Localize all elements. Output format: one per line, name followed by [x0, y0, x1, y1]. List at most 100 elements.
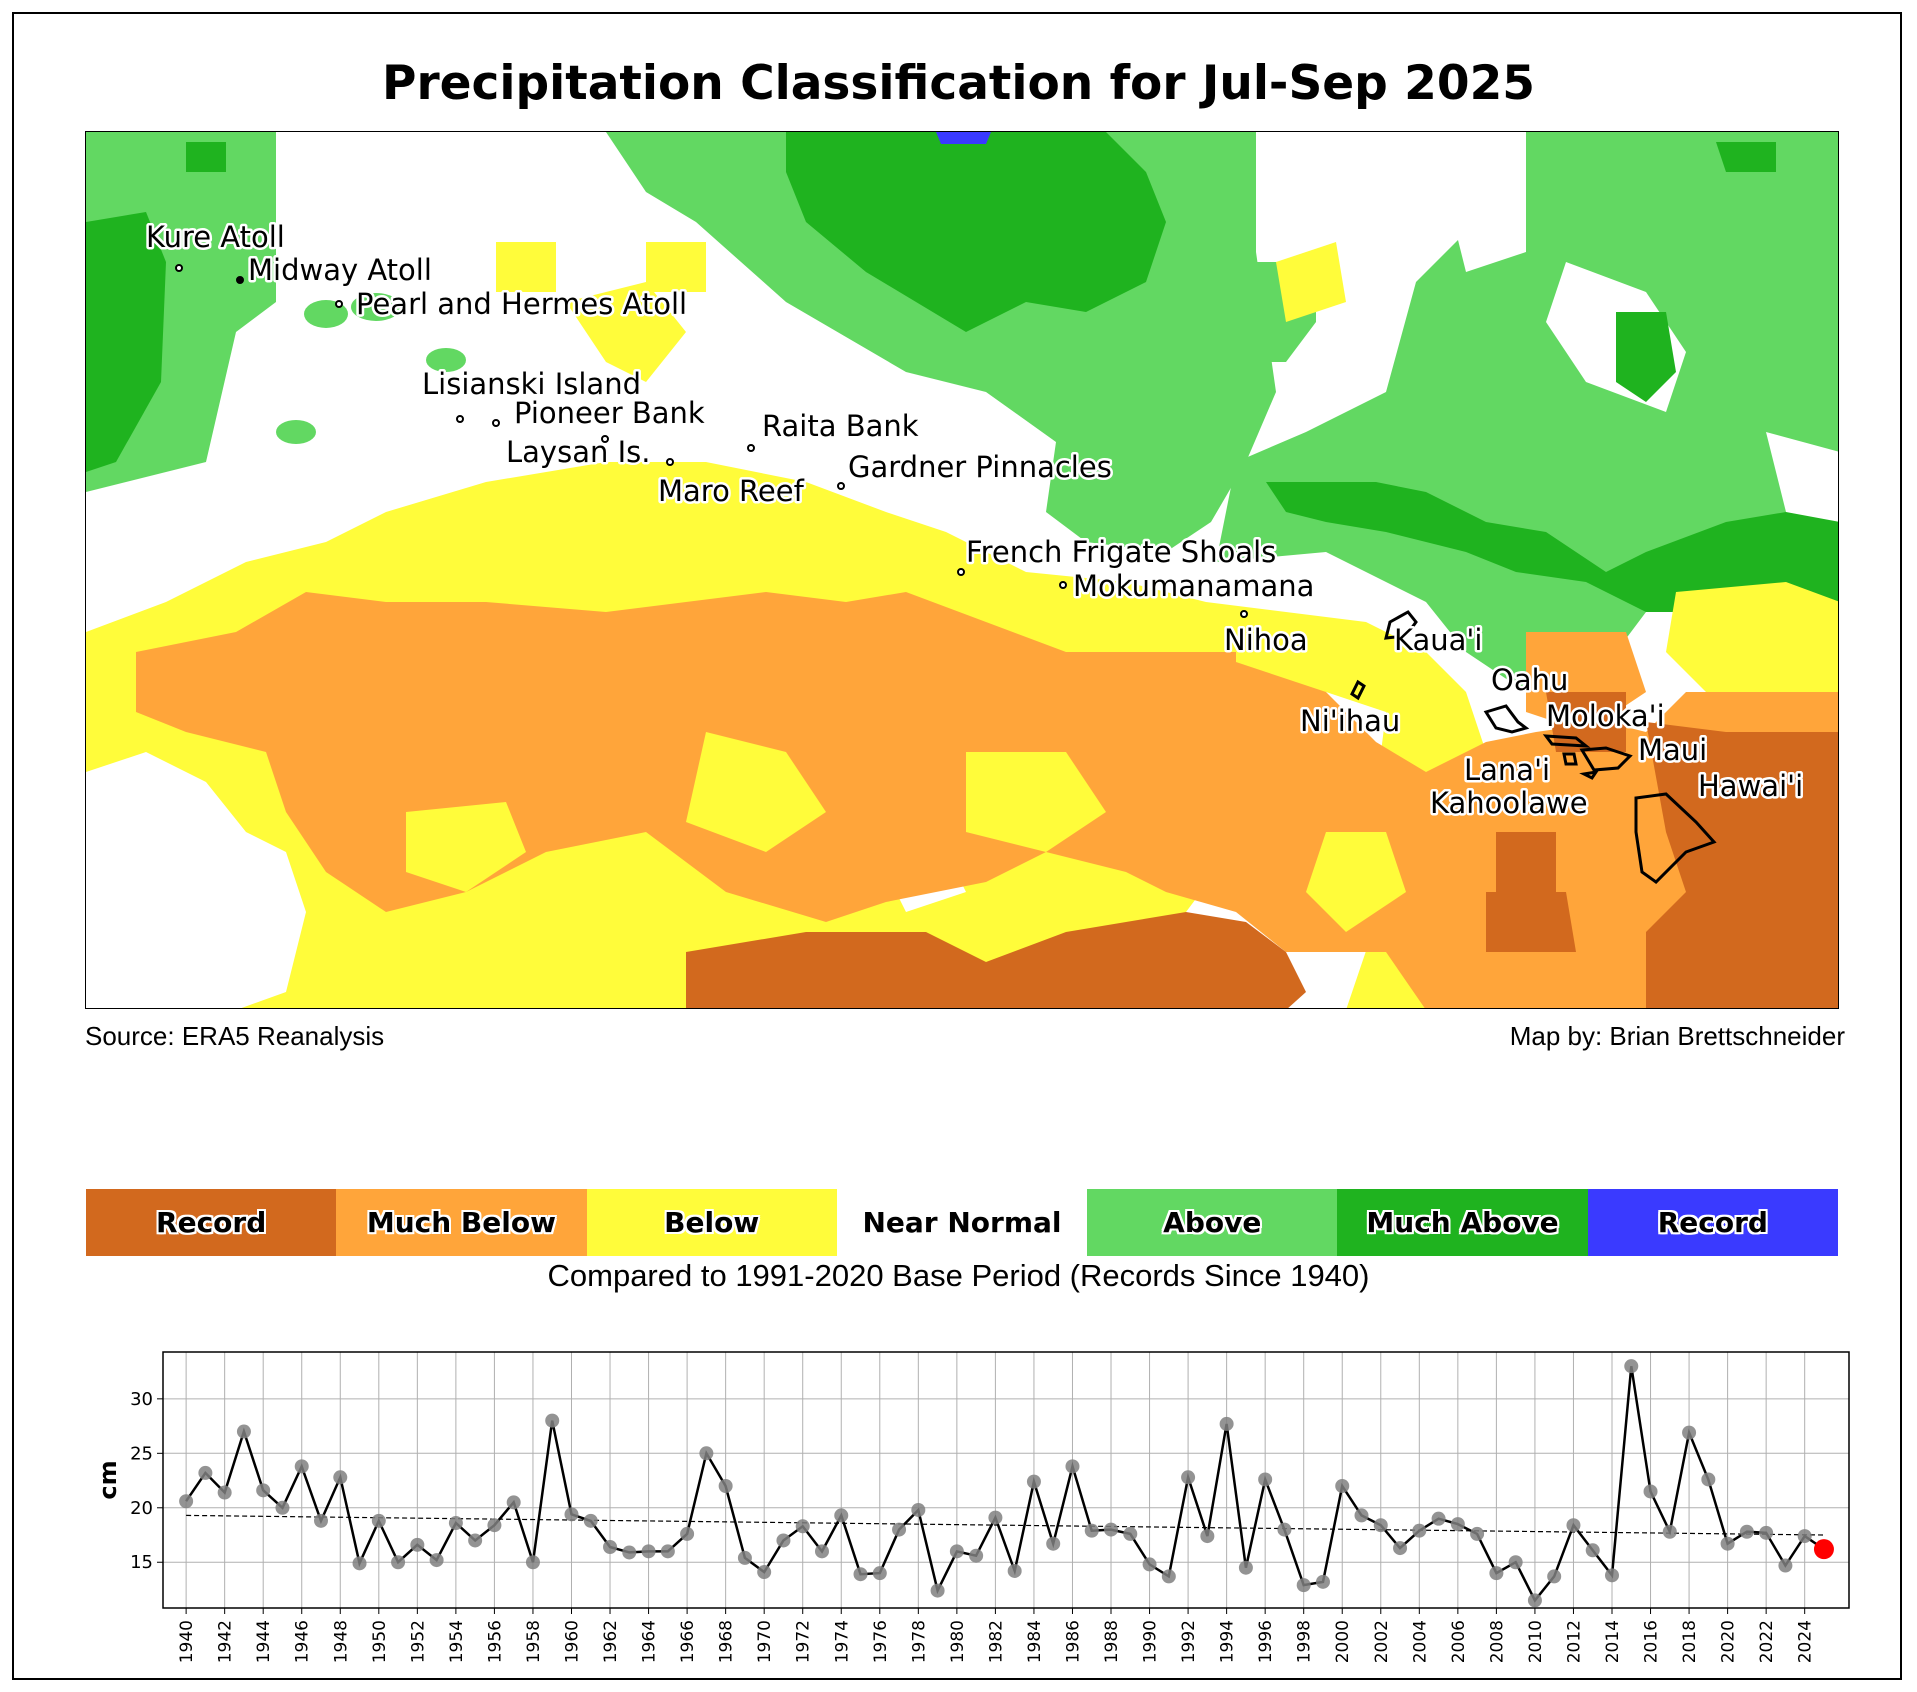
x-axis-ticks: 1940 1942 1944 1946 1948 1950 1952 1954 1956 1958…	[177, 1608, 1816, 1663]
x-tick-label: 1982	[986, 1620, 1006, 1663]
legend-near-normal: Near Normal	[836, 1189, 1088, 1256]
timeseries-plot-area	[162, 1351, 1850, 1609]
data-point	[1315, 1574, 1330, 1589]
x-tick-label: 1948	[331, 1620, 351, 1663]
x-tick-label: 1994	[1218, 1620, 1238, 1663]
y-tick-label: 25	[130, 1443, 153, 1464]
label-molokai: Moloka'i	[1546, 699, 1665, 733]
data-point	[911, 1502, 926, 1517]
data-point	[603, 1539, 618, 1554]
legend-below: Below	[586, 1189, 837, 1256]
data-point	[564, 1507, 579, 1522]
y-tick-label: 30	[130, 1389, 153, 1410]
data-point	[988, 1510, 1003, 1525]
x-tick-label: 1942	[216, 1620, 236, 1663]
data-point	[834, 1508, 849, 1523]
y-tick-label: 15	[130, 1552, 153, 1573]
x-tick-label: 1978	[909, 1620, 929, 1663]
label-gardner-pinnacles: Gardner Pinnacles	[848, 450, 1112, 484]
data-point	[487, 1518, 502, 1533]
data-point	[410, 1537, 425, 1552]
data-point	[1354, 1508, 1369, 1523]
data-point	[1566, 1518, 1581, 1533]
data-point	[1181, 1470, 1196, 1485]
data-point	[1238, 1560, 1253, 1575]
data-point	[699, 1446, 714, 1461]
classification-legend: Record Much Below Below Near Normal Abov…	[86, 1189, 1838, 1256]
legend-record-dry: Record	[86, 1189, 337, 1256]
y-tick-label: 20	[130, 1498, 153, 1519]
data-point	[1200, 1529, 1215, 1544]
data-point	[1527, 1593, 1542, 1608]
source-label: Source: ERA5 Reanalysis	[85, 1021, 385, 1051]
legend-much-above: Much Above	[1337, 1189, 1588, 1256]
data-point	[179, 1494, 194, 1509]
x-tick-label: 2022	[1757, 1620, 1777, 1663]
label-niihau: Ni'ihau	[1300, 704, 1400, 738]
data-point	[1026, 1474, 1041, 1489]
x-tick-label: 1998	[1295, 1620, 1315, 1663]
x-tick-label: 1996	[1256, 1620, 1276, 1663]
data-point	[1065, 1459, 1080, 1474]
data-point	[198, 1465, 213, 1480]
label-lanai: Lana'i	[1464, 753, 1550, 787]
data-point	[1643, 1484, 1658, 1499]
series-line	[185, 1366, 1825, 1603]
label-french-frigate-shoals: French Frigate Shoals	[966, 535, 1276, 569]
x-tick-label: 1976	[871, 1620, 891, 1663]
legend-label: Much Above	[1366, 1206, 1559, 1239]
label-oahu: Oahu	[1491, 663, 1568, 697]
data-point	[1104, 1522, 1119, 1537]
label-kauai: Kaua'i	[1394, 623, 1482, 657]
data-point	[1277, 1522, 1292, 1537]
x-tick-label: 2002	[1372, 1620, 1392, 1663]
x-tick-label: 1972	[794, 1620, 814, 1663]
data-point	[391, 1555, 406, 1570]
data-point	[1431, 1511, 1446, 1526]
y-axis-label: cm	[94, 1460, 122, 1499]
x-tick-label: 1952	[408, 1620, 428, 1663]
data-point	[1161, 1569, 1176, 1584]
legend-label: Above	[1163, 1206, 1262, 1239]
data-point	[1450, 1517, 1465, 1532]
data-point	[622, 1545, 637, 1560]
data-point	[1219, 1416, 1234, 1431]
x-tick-label: 1990	[1141, 1620, 1161, 1663]
x-tick-label: 2018	[1680, 1620, 1700, 1663]
x-tick-label: 2006	[1449, 1620, 1469, 1663]
precipitation-map: Kure Atoll Midway Atoll Pearl and Hermes…	[85, 131, 1839, 1009]
x-tick-label: 1984	[1025, 1620, 1045, 1663]
x-tick-label: 1958	[524, 1620, 544, 1663]
data-point	[429, 1553, 444, 1568]
x-tick-label: 2004	[1410, 1620, 1430, 1663]
legend-label: Record	[1657, 1206, 1768, 1239]
x-tick-label: 1970	[755, 1620, 775, 1663]
label-laysan-is: Laysan Is.	[506, 435, 650, 469]
data-point	[1123, 1526, 1138, 1541]
x-tick-label: 1944	[254, 1620, 274, 1663]
data-point	[1007, 1563, 1022, 1578]
data-point	[1393, 1541, 1408, 1556]
legend-record-wet: Record	[1587, 1189, 1838, 1256]
data-point	[1335, 1478, 1350, 1493]
data-point	[1720, 1536, 1735, 1551]
x-tick-label: 1986	[1063, 1620, 1083, 1663]
legend-label: Below	[664, 1206, 760, 1239]
data-point	[1489, 1566, 1504, 1581]
data-point	[1258, 1472, 1273, 1487]
x-tick-label: 2024	[1796, 1620, 1816, 1663]
label-midway-atoll: Midway Atoll	[248, 253, 432, 287]
label-mokumanamana: Mokumanamana	[1073, 569, 1314, 603]
data-point	[1084, 1523, 1099, 1538]
legend-note: Compared to 1991-2020 Base Period (Recor…	[547, 1258, 1370, 1293]
data-point	[1624, 1359, 1639, 1374]
x-tick-label: 1980	[948, 1620, 968, 1663]
data-point	[1470, 1526, 1485, 1541]
data-point	[872, 1566, 887, 1581]
label-pearl-and-hermes-atoll: Pearl and Hermes Atoll	[356, 287, 687, 321]
label-maro-reef: Maro Reef	[658, 474, 805, 508]
data-point	[1701, 1472, 1716, 1487]
data-point	[1759, 1525, 1774, 1540]
x-tick-label: 2012	[1564, 1620, 1584, 1663]
